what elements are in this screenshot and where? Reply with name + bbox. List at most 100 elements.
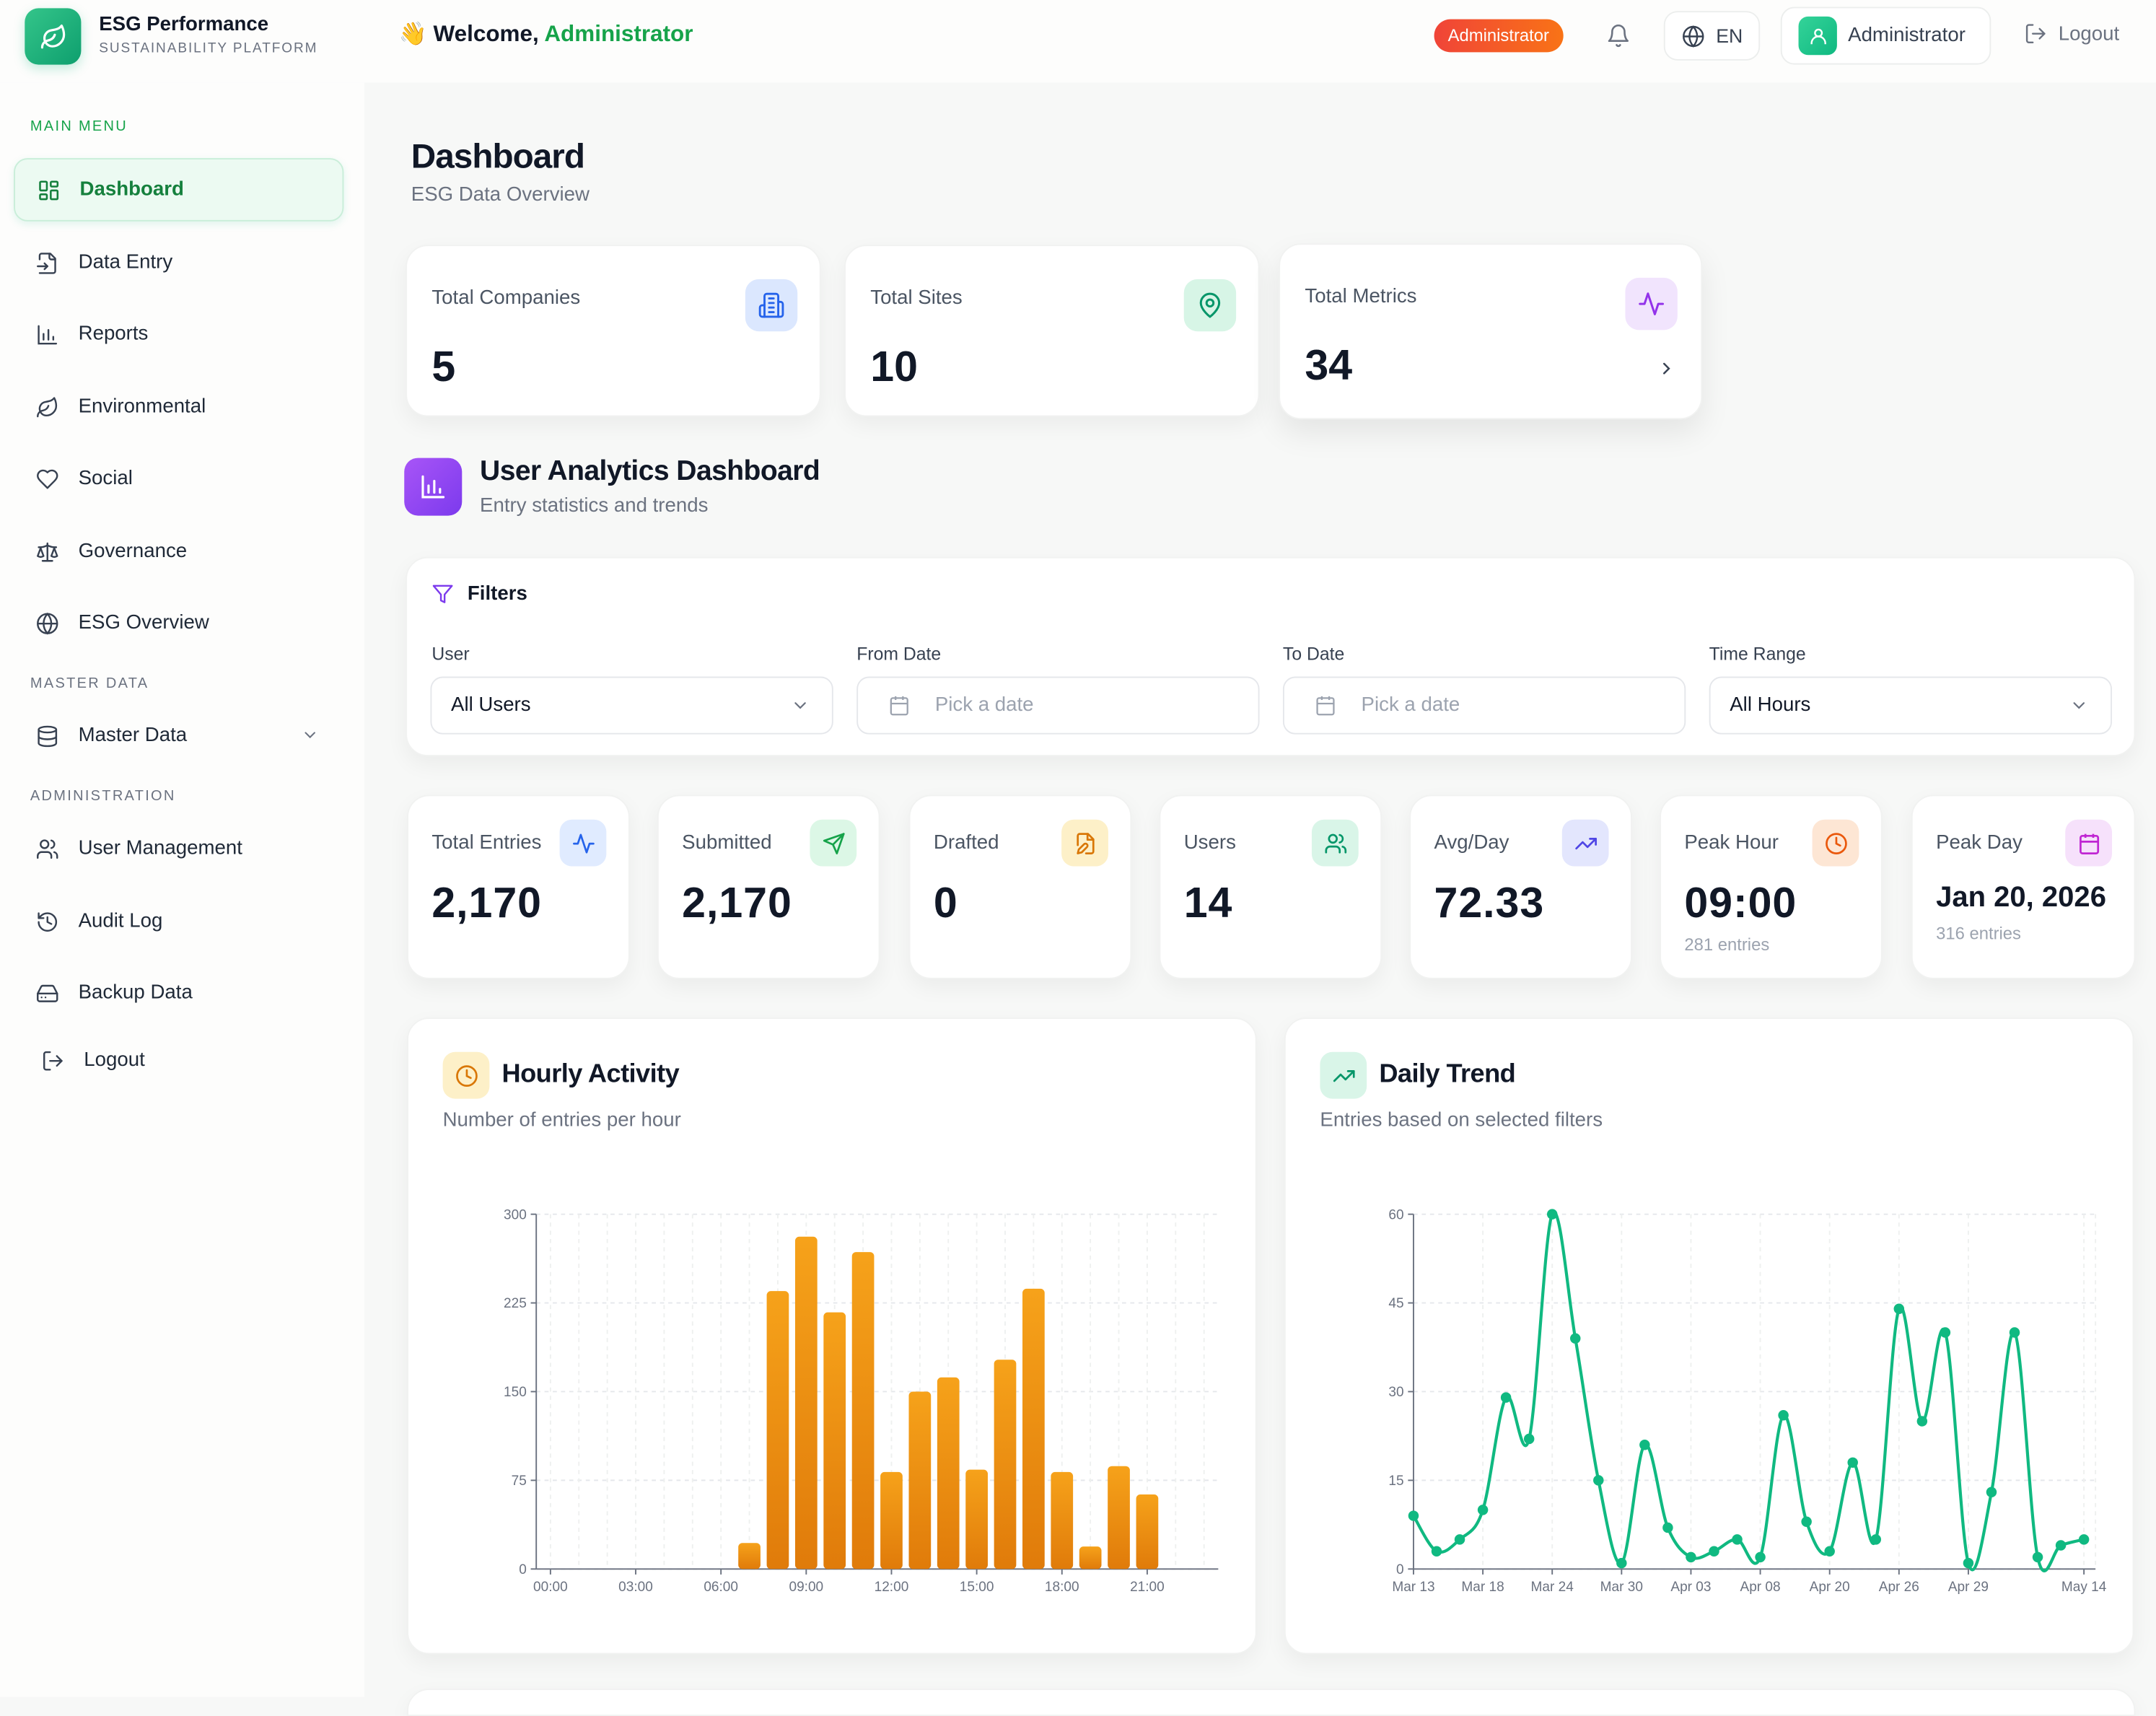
bar [1108,1466,1130,1570]
bar-chart-icon [404,458,463,516]
bar [823,1312,846,1570]
bar [766,1291,789,1570]
x-tick-label: Mar 13 [1392,1580,1434,1595]
bar-chart-icon [38,324,58,344]
data-point [1686,1551,1696,1563]
data-point [1523,1433,1535,1445]
page-title: Dashboard [411,137,585,176]
notifications-button[interactable] [1606,23,1631,55]
metric-label: Users [1183,831,1236,854]
hourly-chart-subtitle: Number of entries per hour [442,1109,681,1132]
sidebar-item-dashboard[interactable]: Dashboard [14,158,344,222]
data-point [1477,1505,1489,1515]
calendar-icon [2065,819,2113,867]
chevron-right-icon[interactable] [1657,359,1676,378]
stat-label: Total Sites [870,287,963,310]
to-date-picker[interactable]: Pick a date [1282,676,1686,735]
sidebar-item-label: Environmental [78,395,206,419]
chevron-down-icon [304,732,315,739]
data-point [2009,1327,2020,1338]
bar [1136,1494,1159,1570]
daily-chart-title: Daily Trend [1379,1060,1516,1090]
filters-heading: Filters [431,583,527,605]
data-point [1408,1510,1419,1521]
bar [908,1391,932,1570]
data-point [1963,1557,1974,1569]
language-switcher[interactable]: EN [1663,11,1761,61]
x-tick-label: 12:00 [875,1580,909,1595]
sidebar-item-label: Audit Log [78,910,163,933]
calendar-icon [1316,696,1335,716]
summary-card-companies[interactable]: Total Companies 5 [406,245,821,417]
hourly-bar-chart: 0 75 150 225 300 00:00 03:00 06:00 09:00 12:00 15:… [504,1207,1219,1595]
brand-logo[interactable] [25,8,82,65]
data-point [1870,1534,1882,1545]
hourly-activity-card: Hourly Activity Number of entries per ho… [407,1017,1257,1655]
sidebar-item-audit-log[interactable]: Audit Log [14,890,343,953]
y-tick-label: 0 [1396,1562,1404,1577]
x-tick-label: Apr 03 [1670,1580,1711,1595]
sidebar-item-environmental[interactable]: Environmental [14,375,343,439]
y-tick-label: 15 [1388,1474,1403,1489]
data-point [1778,1410,1789,1421]
users-icon [37,839,58,859]
grid-icon [39,180,59,200]
sidebar-item-governance[interactable]: Governance [14,520,343,583]
metric-value: 2,170 [431,878,542,927]
daily-trend-card: Daily Trend Entries based on selected fi… [1284,1017,2134,1655]
metric-label: Peak Day [1936,831,2023,854]
sidebar: MAIN MENU Dashboard Data Entry Reports E… [0,82,364,1697]
building-icon [745,279,798,332]
to-date-placeholder: Pick a date [1361,694,1460,717]
sidebar-item-label: Social [78,467,133,490]
sidebar-item-user-management[interactable]: User Management [14,817,343,880]
logout-button[interactable]: Logout [2024,22,2119,45]
globe-icon [1683,25,1704,47]
stat-label: Total Companies [431,287,581,310]
data-point [2032,1551,2043,1563]
time-range-select[interactable]: All Hours [1709,676,2113,735]
x-tick-label: May 14 [2061,1580,2107,1595]
data-point [2055,1540,2067,1551]
analytics-subtitle: Entry statistics and trends [480,495,709,517]
summary-card-sites[interactable]: Total Sites 10 [844,245,1260,417]
x-tick-label: Mar 24 [1531,1580,1574,1595]
sidebar-item-logout[interactable]: Logout [14,1028,343,1092]
sidebar-item-backup-data[interactable]: Backup Data [14,961,343,1025]
x-tick-label: Apr 08 [1740,1580,1781,1595]
metric-value: 72.33 [1434,878,1545,927]
sidebar-item-social[interactable]: Social [14,447,343,510]
administration-label: ADMINISTRATION [30,787,176,805]
file-edit-icon [1061,819,1108,867]
x-tick-label: 15:00 [960,1580,994,1595]
data-point [1593,1475,1604,1486]
map-pin-icon [1183,279,1237,332]
logout-label: Logout [2058,22,2120,45]
sidebar-item-data-entry[interactable]: Data Entry [14,231,343,294]
x-tick-label: Mar 30 [1600,1580,1643,1595]
sidebar-item-reports[interactable]: Reports [14,302,343,366]
page-subtitle: ESG Data Overview [411,184,590,206]
data-point [1431,1546,1442,1557]
user-menu-button[interactable]: Administrator [1780,6,1991,65]
user-select[interactable]: All Users [430,676,833,735]
user-icon [1810,27,1826,44]
metric-card-users: Users 14 [1159,794,1382,979]
data-point [1570,1333,1581,1344]
bar [794,1236,818,1570]
main-menu-label: MAIN MENU [30,118,128,135]
sidebar-item-label: Logout [84,1049,145,1072]
data-point [1732,1534,1743,1545]
data-point [2078,1534,2090,1545]
bar [965,1469,988,1570]
metric-value: 2,170 [682,878,792,927]
sidebar-item-master-data[interactable]: Master Data [14,704,343,768]
history-icon [38,911,58,932]
from-date-picker[interactable]: Pick a date [856,676,1260,735]
trend-line [1412,1210,2085,1572]
chevron-down-icon [794,702,806,709]
sidebar-item-esg-overview[interactable]: ESG Overview [14,591,343,655]
summary-card-metrics[interactable]: Total Metrics 34 [1279,243,1703,420]
welcome-name: Administrator [544,22,693,47]
metric-label: Submitted [682,831,772,854]
